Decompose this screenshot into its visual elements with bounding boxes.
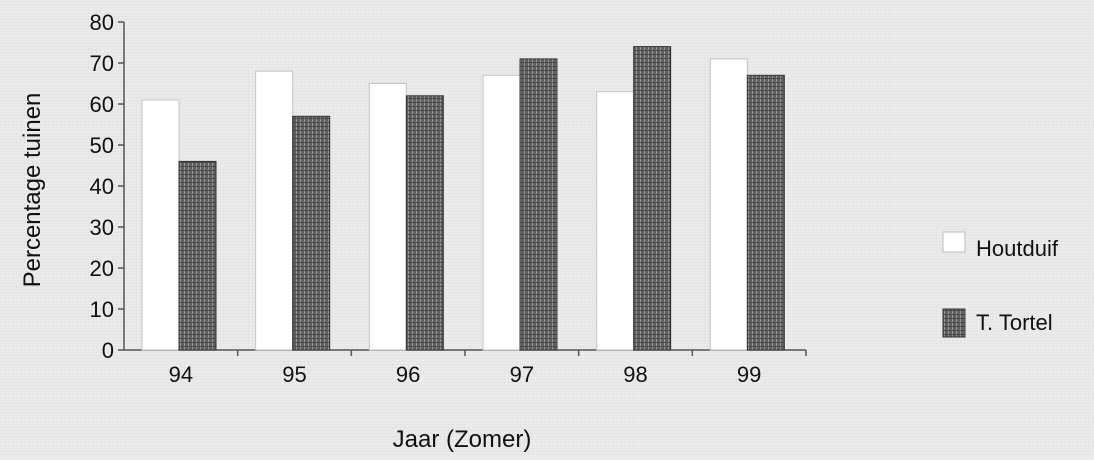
bar-t-tortel xyxy=(519,58,558,351)
bar-t-tortel xyxy=(405,95,444,351)
bar-t-tortel xyxy=(746,74,785,351)
legend-swatch-t-tortel xyxy=(942,308,966,338)
x-tick-label: 99 xyxy=(737,362,761,387)
plot-area: 0 10 20 30 40 50 60 70 80 94 95 96 97 98 99 xyxy=(90,10,807,387)
legend-label-houtduif: Houtduif xyxy=(976,236,1059,261)
bar-houtduif xyxy=(141,99,180,351)
legend-label-t-tortel: T. Tortel xyxy=(976,310,1053,335)
y-axis-title: Percentage tuinen xyxy=(19,93,46,288)
y-tick-label: 0 xyxy=(102,338,114,363)
x-tick-label: 97 xyxy=(510,362,534,387)
y-tick-label: 10 xyxy=(90,297,114,322)
x-axis-title: Jaar (Zomer) xyxy=(393,426,532,453)
legend: Houtduif T. Tortel xyxy=(942,231,1059,338)
bar-t-tortel xyxy=(292,115,331,351)
y-tick-label: 50 xyxy=(90,133,114,158)
bar-houtduif xyxy=(596,91,635,351)
bar-houtduif xyxy=(368,83,407,351)
x-tick-label: 98 xyxy=(623,362,647,387)
y-tick-label: 80 xyxy=(90,10,114,35)
y-tick-label: 20 xyxy=(90,256,114,281)
y-tick-label: 40 xyxy=(90,174,114,199)
y-tick-label: 70 xyxy=(90,51,114,76)
bar-houtduif xyxy=(709,58,748,351)
bar-t-tortel xyxy=(633,46,672,351)
y-tick-label: 60 xyxy=(90,92,114,117)
bar-houtduif xyxy=(482,74,521,351)
y-tick-label: 30 xyxy=(90,215,114,240)
legend-swatch-houtduif xyxy=(942,231,966,253)
bar-houtduif xyxy=(255,70,294,351)
x-tick-label: 96 xyxy=(396,362,420,387)
bar-t-tortel xyxy=(178,160,217,351)
x-tick-label: 94 xyxy=(169,362,193,387)
x-tick-label: 95 xyxy=(282,362,306,387)
